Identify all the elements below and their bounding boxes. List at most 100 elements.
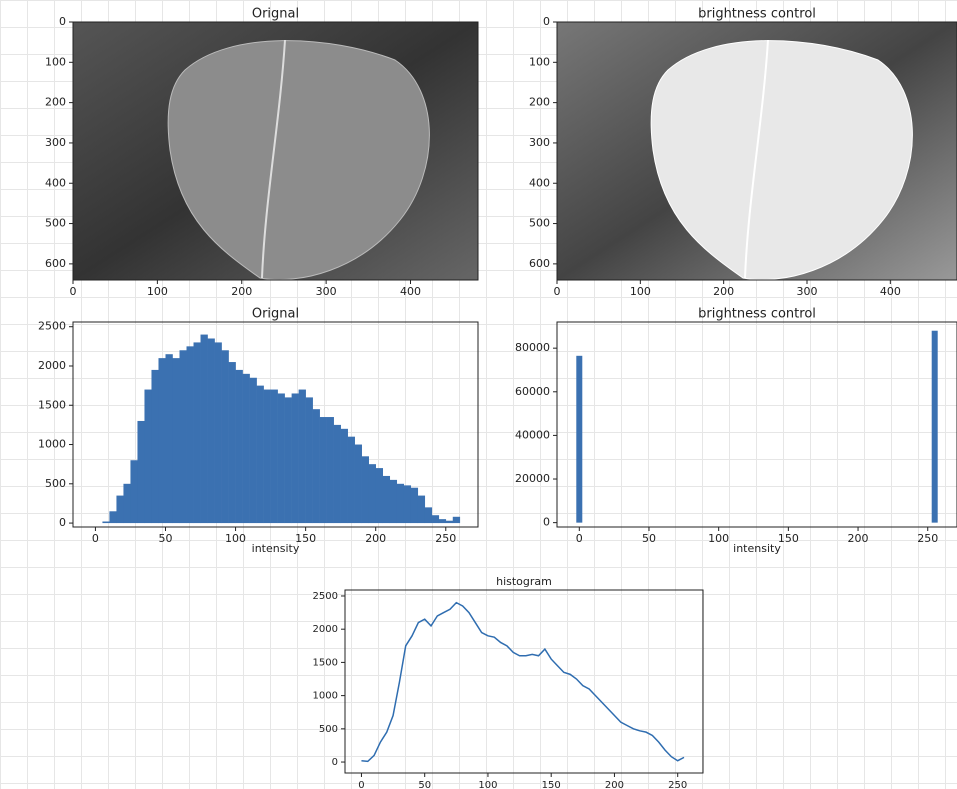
chart-title: histogram xyxy=(496,575,552,588)
x-tick-label: 400 xyxy=(880,285,901,298)
x-tick-label: 0 xyxy=(70,285,77,298)
chart-title: brightness control xyxy=(698,7,816,22)
x-tick-label: 150 xyxy=(542,780,561,789)
hist-bar xyxy=(186,346,194,524)
hist-bar xyxy=(200,334,208,524)
hist-bar xyxy=(277,393,285,524)
bar xyxy=(931,330,938,523)
hist-bar xyxy=(137,420,145,524)
hist-bar xyxy=(165,354,173,524)
hist-bar xyxy=(445,520,454,524)
axes-frame xyxy=(556,21,957,281)
x-tick-label: 0 xyxy=(576,532,583,545)
chart-title: Orignal xyxy=(252,7,299,22)
x-tick-label: 100 xyxy=(478,780,497,789)
hist-bar xyxy=(382,475,391,524)
hist-bar xyxy=(228,362,236,524)
y-tick-label: 2000 xyxy=(38,359,66,372)
hist-bar xyxy=(256,385,264,524)
y-tick-label: 1500 xyxy=(313,657,338,668)
hist-bar xyxy=(102,521,110,524)
axes-frame xyxy=(72,21,479,281)
y-tick-label: 40000 xyxy=(515,428,550,441)
y-tick-label: 0 xyxy=(543,516,550,529)
x-tick-label: 0 xyxy=(554,285,561,298)
y-tick-label: 2000 xyxy=(313,624,338,635)
x-axis-label: intensity xyxy=(252,542,300,555)
x-tick-label: 250 xyxy=(668,780,687,789)
y-tick-label: 100 xyxy=(529,55,550,68)
axes-frame xyxy=(72,321,479,528)
x-tick-label: 0 xyxy=(358,780,364,789)
y-tick-label: 0 xyxy=(59,15,66,28)
x-tick-label: 50 xyxy=(158,532,172,545)
hist-bar xyxy=(207,338,215,524)
x-tick-label: 200 xyxy=(365,532,386,545)
y-tick-label: 400 xyxy=(45,176,66,189)
hist-bar xyxy=(431,515,440,524)
x-tick-label: 50 xyxy=(642,532,656,545)
y-tick-label: 500 xyxy=(45,217,66,230)
y-tick-label: 500 xyxy=(45,477,66,490)
y-tick-label: 500 xyxy=(319,724,338,735)
image-brightness xyxy=(557,22,957,281)
x-tick-label: 250 xyxy=(917,532,938,545)
hist-bar xyxy=(410,487,419,524)
bar xyxy=(576,355,583,523)
hist-bar xyxy=(235,369,243,524)
chart-title: Orignal xyxy=(252,307,299,322)
y-tick-label: 0 xyxy=(332,757,338,768)
y-tick-label: 500 xyxy=(529,217,550,230)
hist-bar xyxy=(403,485,412,524)
hist-bar xyxy=(123,483,131,524)
hist-bar xyxy=(417,495,426,524)
y-tick-label: 60000 xyxy=(515,385,550,398)
hist-bar xyxy=(263,389,271,524)
hist-bar xyxy=(193,342,201,524)
x-tick-label: 200 xyxy=(848,532,869,545)
y-tick-label: 2500 xyxy=(38,320,66,333)
x-tick-label: 100 xyxy=(225,532,246,545)
hist-bar xyxy=(249,377,257,524)
axes-frame xyxy=(556,321,957,528)
hist-bar xyxy=(158,358,166,524)
x-tick-label: 100 xyxy=(630,285,651,298)
x-tick-label: 250 xyxy=(435,532,456,545)
y-tick-label: 1000 xyxy=(38,438,66,451)
y-tick-label: 200 xyxy=(45,96,66,109)
y-tick-label: 1000 xyxy=(313,691,338,702)
hist-bar xyxy=(130,460,138,524)
hist-bar xyxy=(389,479,398,524)
hist-bar xyxy=(305,397,313,524)
hist-bar xyxy=(375,468,384,524)
hist-bar xyxy=(221,350,229,524)
y-tick-label: 600 xyxy=(529,257,550,270)
y-tick-label: 80000 xyxy=(515,341,550,354)
x-tick-label: 400 xyxy=(400,285,421,298)
hist-bar xyxy=(340,428,348,524)
x-tick-label: 200 xyxy=(713,285,734,298)
hist-bar xyxy=(326,417,334,524)
hist-bar xyxy=(298,389,306,524)
x-axis-label: intensity xyxy=(733,542,781,555)
hist-bar xyxy=(452,516,461,524)
x-tick-label: 300 xyxy=(316,285,337,298)
x-tick-label: 150 xyxy=(295,532,316,545)
hist-bar xyxy=(284,397,292,524)
hist-bar xyxy=(438,519,447,524)
hist-bar xyxy=(312,409,320,524)
hist-bar xyxy=(361,456,369,524)
y-tick-label: 300 xyxy=(45,136,66,149)
y-tick-label: 2500 xyxy=(313,591,338,602)
hist-bar xyxy=(368,464,376,524)
y-tick-label: 600 xyxy=(45,257,66,270)
hist-bar xyxy=(291,393,299,524)
x-tick-label: 100 xyxy=(147,285,168,298)
hist-bar xyxy=(354,444,362,524)
hist-bar xyxy=(214,342,222,524)
chart-title: brightness control xyxy=(698,307,816,322)
x-tick-label: 100 xyxy=(708,532,729,545)
x-tick-label: 200 xyxy=(605,780,624,789)
